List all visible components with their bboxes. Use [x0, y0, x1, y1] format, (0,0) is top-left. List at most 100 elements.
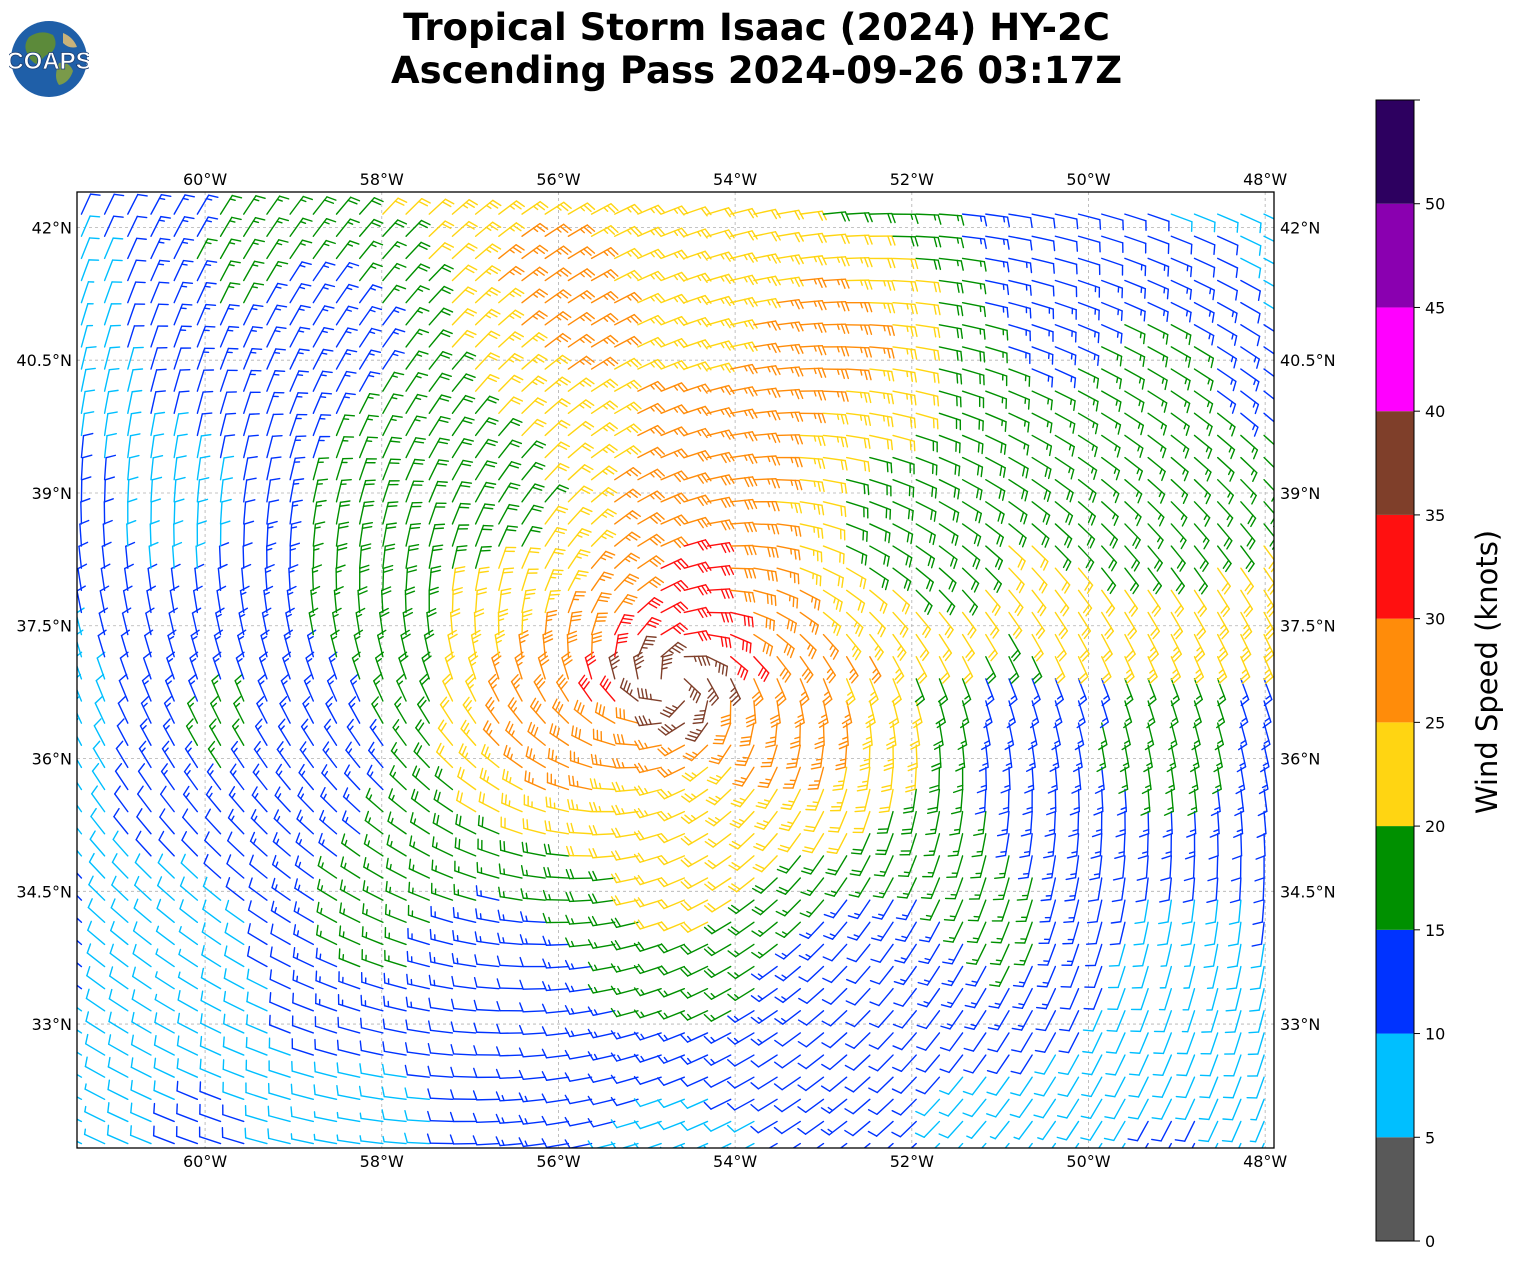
wind-barb	[1249, 1120, 1265, 1143]
barb-half-feather	[367, 840, 371, 847]
wind-barb	[1214, 1142, 1219, 1148]
barb-staff	[545, 1076, 570, 1081]
wind-barb	[933, 1142, 941, 1148]
wind-barb	[942, 921, 964, 943]
barb-feather	[708, 796, 719, 803]
barb-feather	[1186, 832, 1197, 838]
barb-half-feather	[570, 963, 575, 970]
wind-barb	[1111, 877, 1126, 903]
barb-staff	[830, 987, 848, 1005]
wind-barb	[1131, 965, 1149, 989]
wind-barb	[541, 1071, 570, 1081]
barb-half-feather	[830, 890, 838, 894]
wind-barb	[159, 808, 175, 835]
barb-staff	[1018, 1098, 1033, 1118]
barb-half-feather	[593, 986, 598, 993]
wind-barb	[1019, 833, 1033, 859]
wind-barb	[542, 935, 570, 946]
barb-feather	[1034, 1071, 1045, 1075]
wind-barb	[939, 1032, 964, 1052]
wind-barb	[1035, 1010, 1057, 1032]
barb-feather	[798, 954, 809, 961]
barb-staff	[616, 1120, 639, 1129]
wind-barb	[156, 898, 175, 923]
wind-barb	[114, 763, 129, 791]
barb-staff	[132, 930, 152, 946]
barb-half-feather	[501, 1117, 505, 1124]
barb-feather	[797, 1127, 807, 1135]
barb-feather	[363, 833, 368, 845]
wind-barb	[1034, 1054, 1057, 1075]
barb-staff	[182, 816, 199, 835]
wind-barb	[541, 1115, 570, 1126]
barb-feather	[820, 1085, 831, 1092]
barb-half-feather	[389, 863, 392, 871]
wind-barb	[754, 810, 778, 830]
wind-barb	[1062, 921, 1080, 945]
barb-feather	[543, 843, 548, 855]
wind-barb	[994, 855, 1010, 880]
barb-feather	[754, 885, 765, 892]
barb-feather	[359, 1017, 363, 1029]
wind-barb	[778, 810, 801, 832]
wind-barb	[915, 1054, 941, 1073]
wind-barb	[797, 1054, 825, 1070]
barb-feather	[587, 1006, 594, 1017]
barb-staff	[1140, 987, 1149, 1011]
wind-barb	[342, 787, 361, 813]
barb-half-feather	[525, 915, 528, 922]
wind-barb	[475, 885, 500, 901]
wind-barb	[404, 1087, 430, 1101]
wind-barb	[201, 944, 222, 968]
barb-feather	[1104, 1094, 1116, 1098]
barb-staff	[106, 1134, 129, 1145]
barb-feather	[684, 793, 694, 801]
barb-feather	[199, 1058, 202, 1070]
barb-half-feather	[1022, 872, 1030, 875]
barb-feather	[541, 1048, 548, 1059]
barb-feather	[915, 1067, 926, 1073]
wind-barb	[610, 917, 639, 929]
barb-feather	[592, 870, 598, 881]
barb-staff	[200, 977, 222, 990]
wind-barb	[1203, 943, 1219, 968]
wind-barb	[249, 831, 268, 857]
barb-staff	[108, 1020, 129, 1034]
barb-feather	[917, 981, 929, 986]
barb-feather	[565, 914, 571, 925]
wind-barb	[565, 845, 593, 857]
wind-barb	[633, 1142, 662, 1148]
wind-barb	[922, 855, 941, 878]
wind-barb	[267, 1128, 291, 1145]
barb-feather	[611, 805, 617, 816]
barb-feather	[449, 1134, 455, 1145]
wind-barb	[1057, 1054, 1080, 1076]
wind-barb	[797, 1076, 825, 1092]
wind-barb	[381, 1086, 407, 1101]
wind-barb	[291, 1015, 315, 1034]
barb-half-feather	[593, 1053, 598, 1060]
wind-barb	[1223, 1054, 1242, 1077]
barb-half-feather	[782, 909, 789, 914]
barb-feather	[1180, 943, 1192, 947]
barb-feather	[660, 899, 669, 908]
barb-feather	[405, 996, 409, 1008]
barb-feather	[1139, 832, 1150, 838]
barb-feather	[844, 1086, 855, 1093]
barb-feather	[680, 816, 690, 825]
wind-barb	[980, 1142, 987, 1148]
barb-feather	[1135, 899, 1147, 903]
barb-half-feather	[163, 769, 168, 776]
wind-barb	[115, 740, 129, 769]
barb-staff	[452, 1030, 477, 1034]
barb-staff	[854, 987, 871, 1006]
wind-barb	[1016, 877, 1033, 901]
barb-staff	[1215, 877, 1219, 901]
barb-staff	[476, 1098, 500, 1101]
wind-barb	[1229, 877, 1242, 904]
barb-feather	[683, 966, 692, 976]
wind-barb	[153, 1102, 175, 1123]
wind-barb	[1206, 965, 1219, 990]
barb-staff	[1190, 899, 1196, 923]
